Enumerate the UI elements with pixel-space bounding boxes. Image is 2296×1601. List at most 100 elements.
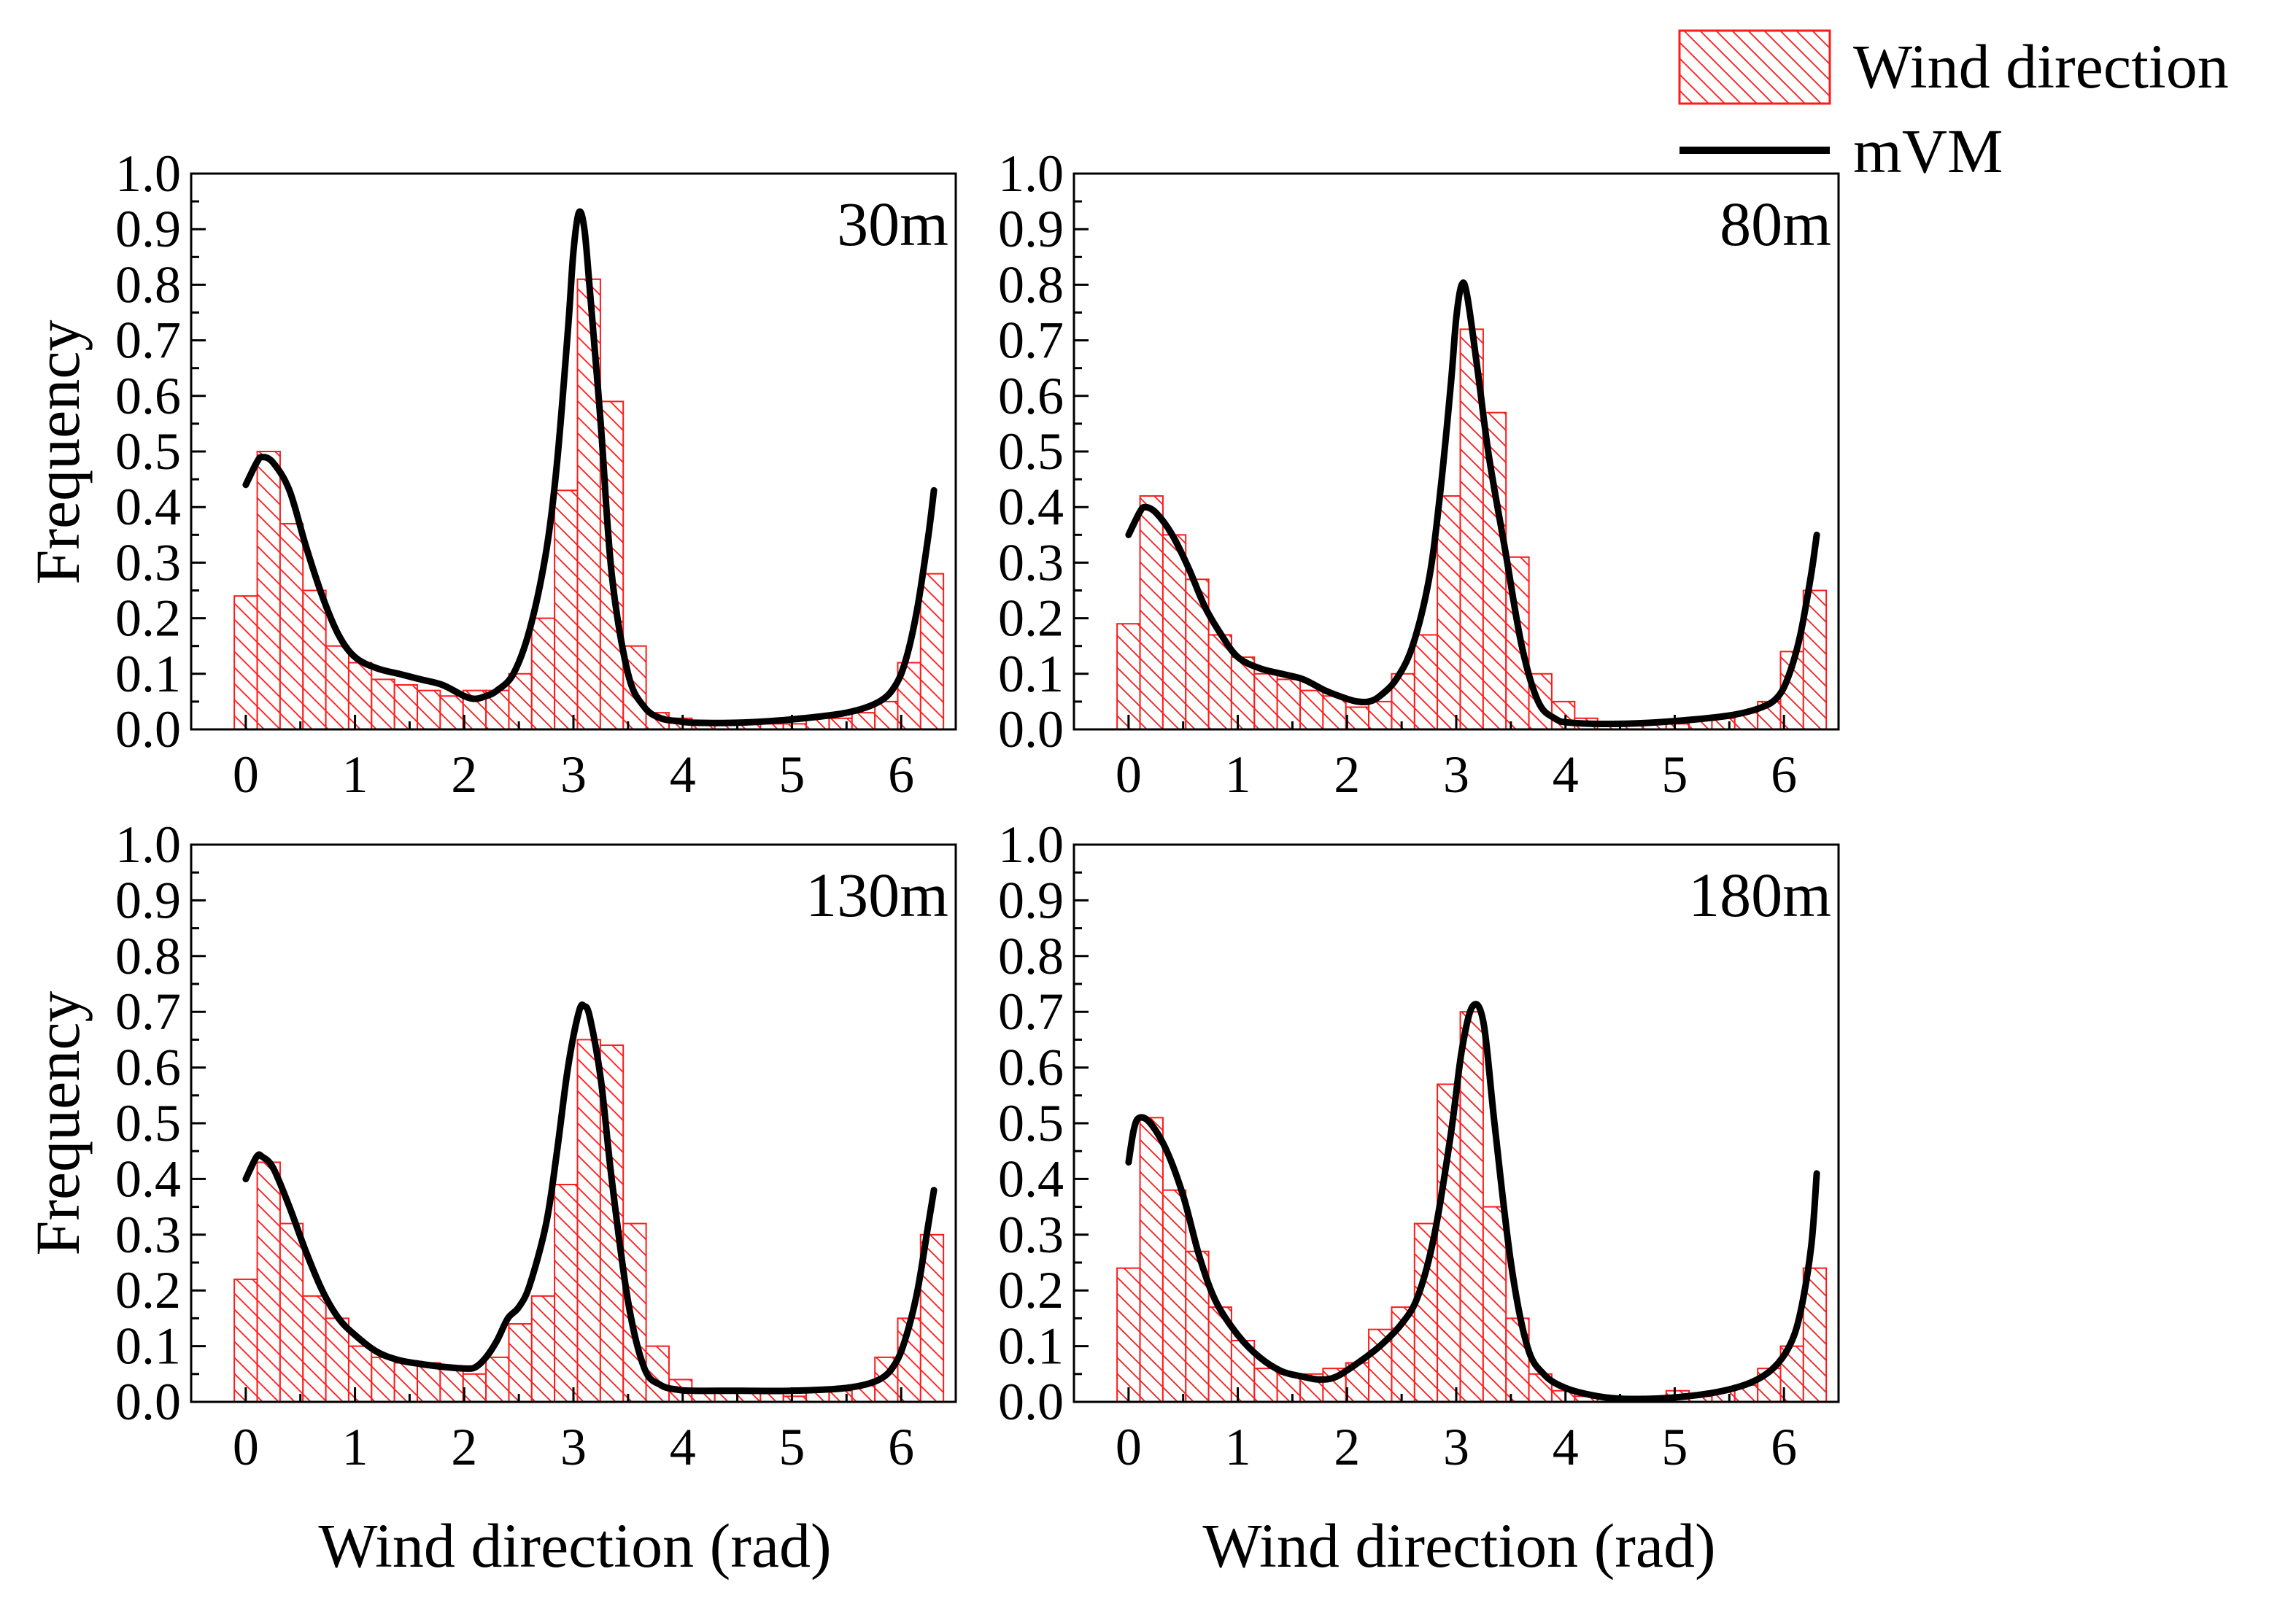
histogram-bar <box>393 1362 418 1403</box>
y-tick-label: 0.5 <box>115 1094 181 1152</box>
histogram-bar <box>371 678 395 730</box>
histogram-bar <box>508 1323 533 1403</box>
histogram-bar <box>233 595 258 730</box>
histogram-bar <box>1368 700 1393 731</box>
panel-bottom-left: 0.00.10.20.30.40.50.60.70.80.91.0 0 1 2 3 4 5 6… <box>115 815 957 1476</box>
legend-curve-label: mVM <box>1853 116 2003 186</box>
x-tick-label: 1 <box>342 1418 368 1476</box>
histogram-bar <box>1459 1011 1484 1403</box>
y-tick-label: 0.7 <box>115 311 181 370</box>
histogram-bar <box>347 662 373 730</box>
histogram-bar <box>1139 1117 1164 1403</box>
histogram-bar <box>508 672 533 730</box>
histogram-bar <box>439 1368 464 1403</box>
x-tick-label: 3 <box>1443 745 1469 804</box>
panel-title: 130m <box>805 860 948 930</box>
legend-histogram-swatch <box>1678 29 1831 105</box>
y-tick-label: 0.1 <box>998 1317 1064 1376</box>
x-tick-label: 2 <box>451 745 477 804</box>
y-tick-label: 1.0 <box>115 144 181 203</box>
y-tick-label: 0.1 <box>115 645 181 703</box>
x-tick-label: 6 <box>1771 1418 1797 1476</box>
y-tick-label: 0.9 <box>115 871 181 929</box>
y-tick-label: 0.5 <box>115 422 181 481</box>
x-tick-label: 3 <box>560 745 587 804</box>
x-tick-label: 4 <box>670 745 696 804</box>
histogram-bar <box>1139 495 1164 731</box>
histogram-bar <box>1437 495 1461 731</box>
y-tick-label: 1.0 <box>998 815 1064 874</box>
y-tick-label: 0.4 <box>998 478 1064 536</box>
histogram-bar <box>279 1222 304 1403</box>
y-tick-label: 0.4 <box>115 478 181 536</box>
y-tick-label: 0.8 <box>998 255 1064 314</box>
y-tick-label: 0.3 <box>998 533 1064 592</box>
histogram-bar <box>279 523 304 730</box>
histogram-bar <box>1276 678 1301 730</box>
y-tick-label: 0.4 <box>115 1150 181 1208</box>
y-tick-label: 0.8 <box>115 927 181 985</box>
histogram-bar <box>1345 706 1370 731</box>
histogram-bar <box>462 1373 487 1403</box>
histogram-bar <box>1322 695 1347 731</box>
mvm-curve <box>1125 1001 1820 1403</box>
histogram-bar <box>576 1039 601 1403</box>
y-tick-label: 0.2 <box>115 589 181 648</box>
y-tick-label: 0.2 <box>998 589 1064 648</box>
histogram-bar <box>530 617 556 730</box>
y-tick-label: 0.1 <box>998 645 1064 703</box>
y-tick-label: 0.8 <box>998 927 1064 985</box>
x-tick-label: 5 <box>1661 745 1688 804</box>
y-tick-label: 0.1 <box>115 1317 181 1376</box>
histogram-bar <box>1116 623 1141 730</box>
x-tick-label: 0 <box>233 745 259 804</box>
histogram-bar <box>325 1317 349 1403</box>
histogram-bar <box>302 1295 327 1403</box>
histogram-bar <box>371 1356 395 1403</box>
x-axis-label-right: Wind direction (rad) <box>1202 1511 1715 1581</box>
x-tick-label: 1 <box>342 745 368 804</box>
legend: Wind direction mVM <box>1678 29 2229 186</box>
x-tick-label: 1 <box>1225 745 1251 804</box>
y-axis-label-bottom: Frequency <box>23 991 93 1256</box>
x-tick-label: 6 <box>888 745 914 804</box>
y-tick-label: 0.8 <box>115 255 181 314</box>
x-tick-label: 5 <box>1661 1418 1688 1476</box>
histogram-bar <box>554 1184 579 1403</box>
y-tick-label: 0.0 <box>115 700 181 759</box>
x-tick-label: 2 <box>1334 745 1360 804</box>
x-tick-label: 3 <box>1443 1418 1469 1476</box>
histogram-bar <box>302 589 327 730</box>
panel-top-right: 0.00.10.20.30.40.50.60.70.80.91.0 0 1 2 3 4 5 6… <box>998 144 1840 804</box>
histogram-bar <box>256 1161 281 1403</box>
x-tick-label: 4 <box>1553 1418 1579 1476</box>
y-tick-label: 0.5 <box>998 422 1064 481</box>
y-tick-label: 0.9 <box>115 200 181 258</box>
histogram-bar <box>919 573 945 731</box>
histogram-bar <box>1299 689 1324 730</box>
x-tick-label: 2 <box>451 1418 477 1476</box>
x-axis-label-left: Wind direction (rad) <box>318 1511 831 1581</box>
y-tick-label: 0.7 <box>998 311 1064 370</box>
histogram-bar <box>1116 1267 1141 1403</box>
y-tick-label: 0.0 <box>998 700 1064 759</box>
panel-title: 80m <box>1720 189 1831 259</box>
y-axis-label-top: Frequency <box>23 320 93 585</box>
y-tick-label: 0.3 <box>998 1206 1064 1264</box>
x-tick-label: 3 <box>560 1418 587 1476</box>
histogram-bar <box>1161 534 1187 730</box>
x-tick-label: 4 <box>670 1418 696 1476</box>
y-tick-label: 0.5 <box>998 1094 1064 1152</box>
x-tick-label: 6 <box>1771 745 1797 804</box>
chart-panels: 0.00.10.20.30.40.50.60.70.80.91.00 1 2 3 4 5 6… <box>115 144 1840 1476</box>
histogram-bar <box>256 451 281 730</box>
x-tick-label: 0 <box>233 1418 259 1476</box>
histogram-bar <box>1253 672 1278 730</box>
x-tick-label: 4 <box>1553 745 1579 804</box>
y-tick-label: 1.0 <box>115 815 181 874</box>
y-tick-label: 0.6 <box>115 367 181 425</box>
histogram-bar <box>417 689 441 730</box>
y-tick-label: 0.0 <box>998 1373 1064 1431</box>
histogram-bar <box>530 1295 556 1403</box>
